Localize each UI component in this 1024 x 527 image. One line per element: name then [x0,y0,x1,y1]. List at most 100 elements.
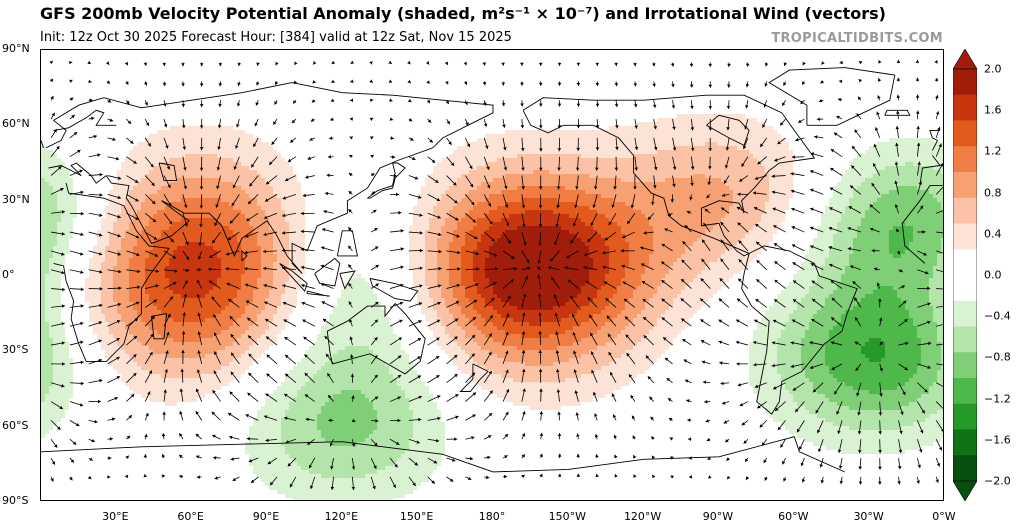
wind-vector [483,370,493,383]
wind-vector [350,79,354,83]
colorbar-swatch [953,120,977,147]
wind-vector [289,137,297,143]
wind-vector [197,312,203,327]
wind-vector [651,194,655,206]
wind-vector [683,359,692,365]
wind-vector [272,118,278,125]
wind-vector [595,454,599,459]
wind-vector [389,247,404,252]
wind-vector [726,475,731,480]
wind-vector [281,231,296,235]
wind-vector [163,281,177,289]
wind-vector [144,100,148,106]
wind-vector [213,370,221,383]
wind-vector [936,210,943,214]
wind-vector [857,96,862,101]
wind-vector [348,172,353,177]
wind-vector [245,300,259,308]
wind-vector [181,62,185,67]
wind-vector [553,294,560,308]
wind-vector [389,319,403,327]
wind-vector [574,390,579,402]
wind-vector [538,349,543,364]
wind-vector [879,363,883,372]
wind-vector [347,245,353,252]
wind-vector [703,222,711,233]
wind-vector [408,337,422,346]
wind-vector [180,368,185,383]
colorbar-swatch [953,94,977,121]
wind-vector [370,438,378,447]
wind-vector [643,231,654,235]
wind-vector [50,269,65,275]
wind-vector [230,371,240,383]
wind-vector [248,457,259,463]
wind-vector [163,231,175,243]
wind-vector [652,100,657,108]
wind-vector [126,137,134,144]
wind-vector [752,340,767,346]
wind-vector [126,231,140,239]
wind-vector [848,205,862,214]
wind-vector [574,194,579,209]
wind-vector [670,194,675,203]
wind-vector [465,267,480,271]
wind-vector [50,401,64,410]
wind-vector [465,137,471,148]
wind-vector [237,62,242,67]
wind-vector [671,81,675,88]
wind-vector [614,474,618,478]
colorbar-swatch [953,249,977,276]
wind-vector [790,363,805,369]
wind-vector [465,392,477,402]
wind-vector [250,476,259,484]
wind-vector [389,476,397,489]
wind-vector [688,475,693,479]
wind-vector [325,353,334,365]
wind-vector [755,223,767,233]
wind-vector [879,341,884,346]
wind-vector [916,457,921,469]
wind-vector [869,227,880,233]
wind-vector [446,194,458,204]
wind-vector [622,231,636,239]
wind-vector [208,280,221,289]
wind-vector [575,156,580,171]
wind-vector [633,175,637,190]
wind-vector [370,301,379,308]
colorbar-swatch [953,378,977,405]
wind-vector [521,293,527,308]
wind-vector [370,172,375,177]
wind-vector [521,474,526,479]
wind-vector [590,213,598,226]
wind-vector [718,340,730,346]
wind-vector [69,420,80,427]
wind-vector [446,437,458,441]
wind-vector [669,437,674,441]
colorbar-swatch [953,146,977,173]
wind-vector [613,175,617,190]
wind-vector [69,340,84,346]
wind-vector [144,391,151,402]
colorbar-tick-label: 0.0 [984,268,1002,282]
latitude-label: 90°N [2,42,30,55]
wind-vector [350,60,355,65]
wind-vector [348,208,353,214]
wind-vector [88,303,103,308]
coastline-segment [339,270,356,290]
wind-vector [896,94,901,101]
wind-vector [349,98,354,102]
wind-vector [809,363,824,370]
wind-vector [894,161,899,176]
wind-vector [773,225,786,233]
colorbar [952,48,978,505]
wind-vector [163,137,169,149]
wind-vector [595,137,600,151]
wind-vector [408,212,423,217]
wind-vector [225,250,240,256]
wind-vector [836,401,843,415]
wind-vector [668,417,673,422]
wind-vector [762,118,768,128]
wind-vector [810,245,824,252]
colorbar-tick-label: 1.6 [984,103,1002,117]
